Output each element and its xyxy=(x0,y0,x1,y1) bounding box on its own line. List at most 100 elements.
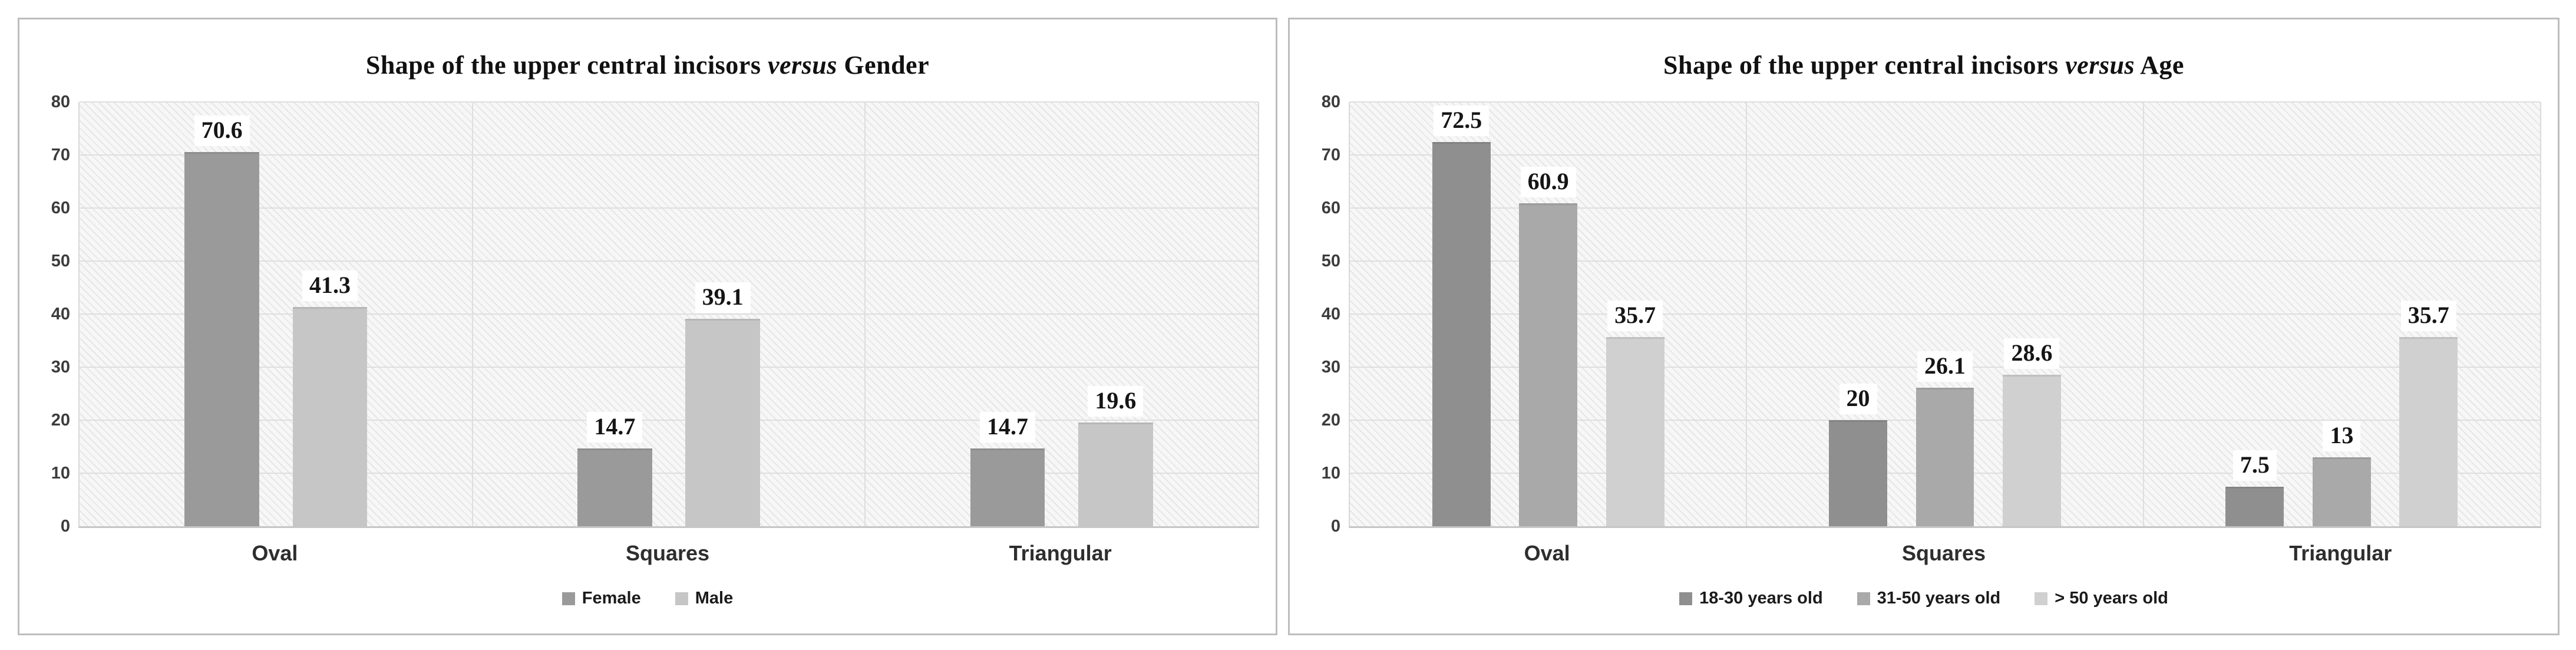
category-label: Squares xyxy=(1901,541,1986,565)
bar xyxy=(2225,486,2284,526)
bar xyxy=(1519,203,1578,526)
category-label: Squares xyxy=(625,541,710,565)
bar-value-label: 39.1 xyxy=(695,282,751,314)
bar-value-label: 20 xyxy=(1839,384,1877,414)
legend: Female Male xyxy=(19,589,1276,608)
y-axis-tick-label: 10 xyxy=(51,464,70,483)
chart-title-suffix: Gender xyxy=(837,51,930,80)
x-axis: Oval Squares Triangular xyxy=(78,541,1257,566)
gridline xyxy=(80,314,1258,315)
chart-panel-gender: Shape of the upper central incisors vers… xyxy=(18,18,1277,635)
bar-value-label: 60.9 xyxy=(1520,166,1576,197)
bar xyxy=(577,448,652,526)
bar xyxy=(292,307,368,526)
category-label: Oval xyxy=(1524,541,1570,565)
bar-value-label: 26.1 xyxy=(1917,351,1973,382)
gridline xyxy=(80,260,1258,262)
y-axis-tick-label: 30 xyxy=(1321,358,1340,377)
legend-swatch xyxy=(562,592,575,605)
bar xyxy=(2399,336,2458,526)
y-axis-tick-label: 0 xyxy=(1330,517,1340,536)
legend-item: Male xyxy=(675,589,733,608)
plot-area: 70.6 14.7 14.7 41.3 39.1 19.6 xyxy=(78,101,1259,528)
bar-value-label: 35.7 xyxy=(1607,300,1663,331)
bar xyxy=(1078,422,1153,526)
bar xyxy=(184,151,259,526)
legend-item: Female xyxy=(562,589,641,608)
chart-title: Shape of the upper central incisors vers… xyxy=(19,50,1276,80)
gridline xyxy=(80,101,1258,103)
y-axis-tick-label: 10 xyxy=(1321,464,1340,483)
bar xyxy=(1606,336,1665,526)
bar xyxy=(2312,457,2371,526)
y-axis-tick-label: 70 xyxy=(1321,146,1340,164)
bar-value-label: 19.6 xyxy=(1088,385,1144,417)
legend-swatch xyxy=(2035,592,2048,605)
gridline xyxy=(80,154,1258,156)
legend-label: 31-50 years old xyxy=(1877,589,2001,608)
bar-value-label: 14.7 xyxy=(980,411,1035,443)
gridline xyxy=(1350,260,2540,262)
y-axis-tick-label: 50 xyxy=(51,252,70,270)
category-label: Triangular xyxy=(2289,541,2392,565)
chart-title: Shape of the upper central incisors vers… xyxy=(1290,50,2558,80)
y-axis-tick-label: 80 xyxy=(51,93,70,111)
y-axis-tick-label: 50 xyxy=(1321,252,1340,270)
legend-swatch xyxy=(1679,592,1693,605)
category-separator-line xyxy=(2142,102,2144,526)
bar xyxy=(2002,374,2061,526)
y-axis-tick-label: 80 xyxy=(1321,93,1340,111)
gridline xyxy=(80,207,1258,209)
bar-value-label: 28.6 xyxy=(2004,338,2060,369)
gridline xyxy=(1350,101,2540,103)
gridline xyxy=(1350,207,2540,209)
chart-title-prefix: Shape of the upper central incisors xyxy=(365,51,768,80)
y-axis-tick-label: 40 xyxy=(51,305,70,324)
y-axis-tick-label: 40 xyxy=(1321,305,1340,324)
y-axis-tick-label: 20 xyxy=(1321,411,1340,430)
bar xyxy=(970,448,1045,526)
legend-item: 31-50 years old xyxy=(1857,589,2001,608)
gridline xyxy=(80,367,1258,368)
y-axis: 0 10 20 30 40 50 60 70 80 xyxy=(1290,93,1340,535)
category-label: Oval xyxy=(252,541,298,565)
gridline xyxy=(1350,154,2540,156)
legend-label: Female xyxy=(582,589,641,608)
category-separator-line xyxy=(1746,102,1748,526)
bar xyxy=(685,319,760,526)
legend-label: Male xyxy=(695,589,734,608)
plot-area: 72.5 20 7.5 60.9 26.1 13 35.7 28.6 35.7 xyxy=(1349,101,2541,528)
y-axis-tick-label: 70 xyxy=(51,146,70,164)
bar xyxy=(1916,388,1974,526)
bar-value-label: 35.7 xyxy=(2400,300,2456,331)
y-axis-tick-label: 20 xyxy=(51,411,70,430)
y-axis-tick-label: 30 xyxy=(51,358,70,377)
legend-label: 18-30 years old xyxy=(1699,589,1823,608)
y-axis-tick-label: 60 xyxy=(51,199,70,217)
legend-swatch xyxy=(1857,592,1870,605)
bar-value-label: 13 xyxy=(2323,421,2361,452)
category-label: Triangular xyxy=(1009,541,1112,565)
legend: 18-30 years old 31-50 years old > 50 years… xyxy=(1290,589,2558,608)
legend-label: > 50 years old xyxy=(2055,589,2168,608)
chart-panel-age: Shape of the upper central incisors vers… xyxy=(1288,18,2560,635)
category-separator-line xyxy=(864,102,866,526)
bar xyxy=(1432,141,1491,526)
chart-title-versus: versus xyxy=(767,51,837,80)
bar-value-label: 70.6 xyxy=(194,115,250,146)
x-axis: Oval Squares Triangular xyxy=(1349,541,2539,566)
gridline xyxy=(80,473,1258,474)
legend-swatch xyxy=(675,592,688,605)
bar-value-label: 72.5 xyxy=(1434,105,1490,136)
category-separator-line xyxy=(471,102,473,526)
legend-item: > 50 years old xyxy=(2035,589,2168,608)
gridline xyxy=(80,420,1258,421)
chart-title-prefix: Shape of the upper central incisors xyxy=(1663,51,2066,80)
gridline xyxy=(1350,314,2540,315)
y-axis-tick-label: 0 xyxy=(60,517,70,536)
bar-value-label: 7.5 xyxy=(2232,450,2277,481)
bar xyxy=(1829,420,1888,526)
chart-title-suffix: Age xyxy=(2135,51,2184,80)
chart-title-versus: versus xyxy=(2065,51,2135,80)
